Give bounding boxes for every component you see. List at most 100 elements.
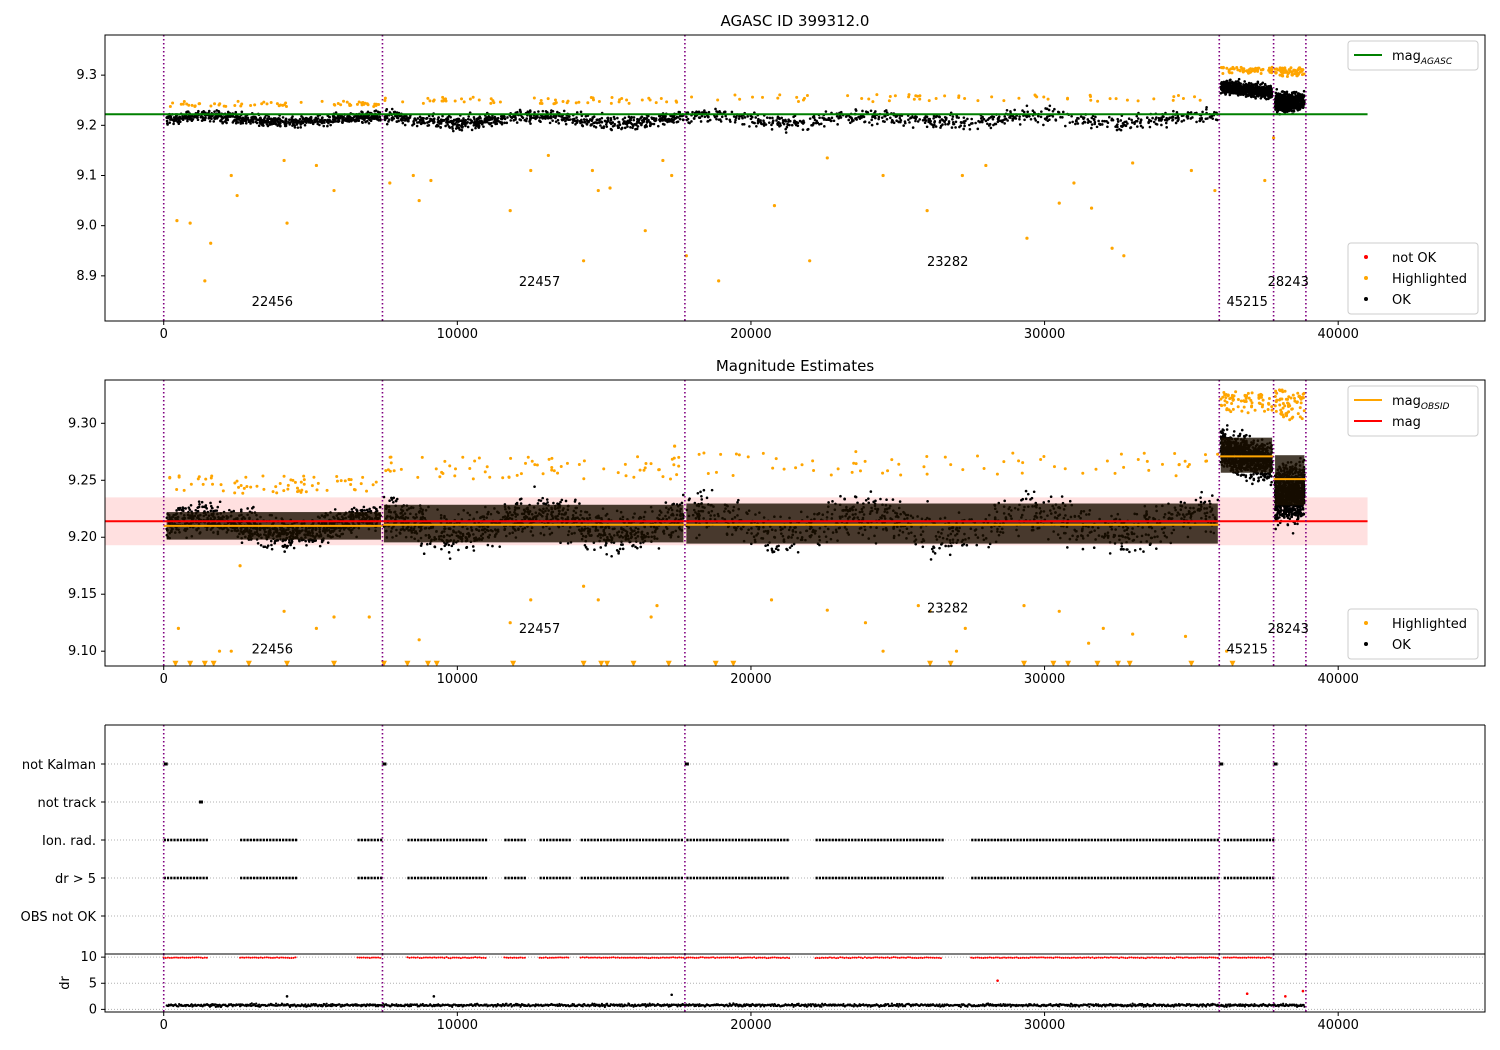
ok-point <box>1279 102 1283 106</box>
ok-point <box>202 118 206 122</box>
ok-point <box>1025 104 1029 108</box>
highlighted-point <box>733 93 737 97</box>
highlighted-point <box>1189 168 1193 173</box>
ok-point <box>1263 96 1267 100</box>
ok-point <box>355 508 358 511</box>
ok-point <box>281 539 285 543</box>
ok-point <box>667 117 671 121</box>
ok-point <box>970 117 973 121</box>
ok-point <box>1129 126 1132 130</box>
ok-point <box>311 121 315 125</box>
ok-point <box>897 120 900 124</box>
ok-point <box>281 120 285 124</box>
ok-point <box>166 116 169 120</box>
ok-point <box>590 123 593 126</box>
ok-point <box>1023 118 1026 122</box>
ok-point <box>533 485 536 488</box>
ok-point <box>197 500 201 503</box>
highlighted-point <box>912 97 916 101</box>
ok-point <box>1290 103 1294 106</box>
ok-point <box>518 118 522 121</box>
ok-point <box>776 121 780 125</box>
ok-point <box>259 120 262 124</box>
ok-point <box>457 548 460 552</box>
ok-point <box>374 116 377 119</box>
ok-point <box>630 122 634 126</box>
ok-point <box>1031 109 1035 113</box>
highlighted-point <box>1096 99 1100 103</box>
ok-point <box>765 116 769 119</box>
highlighted-point <box>320 99 324 103</box>
highlighted-point <box>1176 94 1180 98</box>
ok-point <box>189 503 193 507</box>
highlighted-point <box>592 98 596 102</box>
ok-point <box>272 117 276 120</box>
ok-point <box>613 117 616 121</box>
ok-point <box>885 117 889 121</box>
ok-point <box>1092 118 1096 122</box>
highlighted-point <box>776 96 780 100</box>
ok-point <box>298 117 302 121</box>
ok-point <box>252 115 256 119</box>
highlighted-point <box>888 95 892 99</box>
highlighted-point <box>182 99 186 103</box>
ok-point <box>877 115 881 119</box>
highlighted-point <box>188 221 192 225</box>
ok-point <box>316 117 320 120</box>
highlighted-point <box>1193 95 1197 99</box>
ok-point <box>181 118 185 122</box>
ok-point <box>1264 90 1268 93</box>
ok-point <box>256 541 260 545</box>
ok-point <box>288 123 291 126</box>
ok-point <box>1283 96 1287 100</box>
ok-point <box>1098 122 1101 126</box>
ok-point <box>422 117 425 120</box>
ok-point <box>177 508 181 511</box>
ok-point <box>551 109 555 113</box>
highlighted-point <box>796 100 800 104</box>
ok-point <box>1116 123 1119 126</box>
ok-point <box>252 118 255 121</box>
highlighted-point <box>417 198 421 203</box>
ok-point <box>602 126 605 130</box>
highlighted-point <box>795 95 799 99</box>
ok-point <box>304 116 308 120</box>
ok-point <box>1124 120 1128 124</box>
ok-point <box>546 111 549 114</box>
ok-point <box>918 118 922 121</box>
highlighted-point <box>661 158 665 163</box>
ok-point <box>407 118 410 122</box>
ok-point <box>473 120 476 123</box>
highlighted-point <box>566 99 570 103</box>
ok-point <box>181 506 185 509</box>
ok-point <box>483 120 487 124</box>
highlighted-point <box>332 188 336 193</box>
ok-point <box>1013 108 1016 112</box>
ok-point <box>934 125 938 128</box>
highlighted-point <box>462 100 466 104</box>
ok-point <box>1259 91 1262 95</box>
highlighted-point <box>1271 136 1276 140</box>
ok-point <box>351 116 355 120</box>
ok-point <box>650 116 653 119</box>
ok-point <box>416 121 419 124</box>
ok-point <box>1047 108 1051 112</box>
ok-point <box>1145 116 1149 119</box>
highlighted-point <box>269 100 273 104</box>
highlighted-point <box>805 94 809 98</box>
ok-point <box>1077 117 1080 120</box>
ok-point <box>194 508 198 512</box>
ok-point <box>613 122 616 126</box>
ok-point <box>855 118 858 121</box>
ok-point <box>863 120 866 124</box>
ok-point <box>268 117 272 121</box>
ok-point <box>212 120 216 123</box>
ok-point <box>806 128 809 131</box>
ok-point <box>414 118 418 122</box>
ok-point <box>590 118 594 121</box>
ok-point <box>587 119 591 123</box>
ok-point <box>455 120 458 124</box>
ok-point <box>870 123 874 127</box>
ok-point <box>640 123 643 127</box>
